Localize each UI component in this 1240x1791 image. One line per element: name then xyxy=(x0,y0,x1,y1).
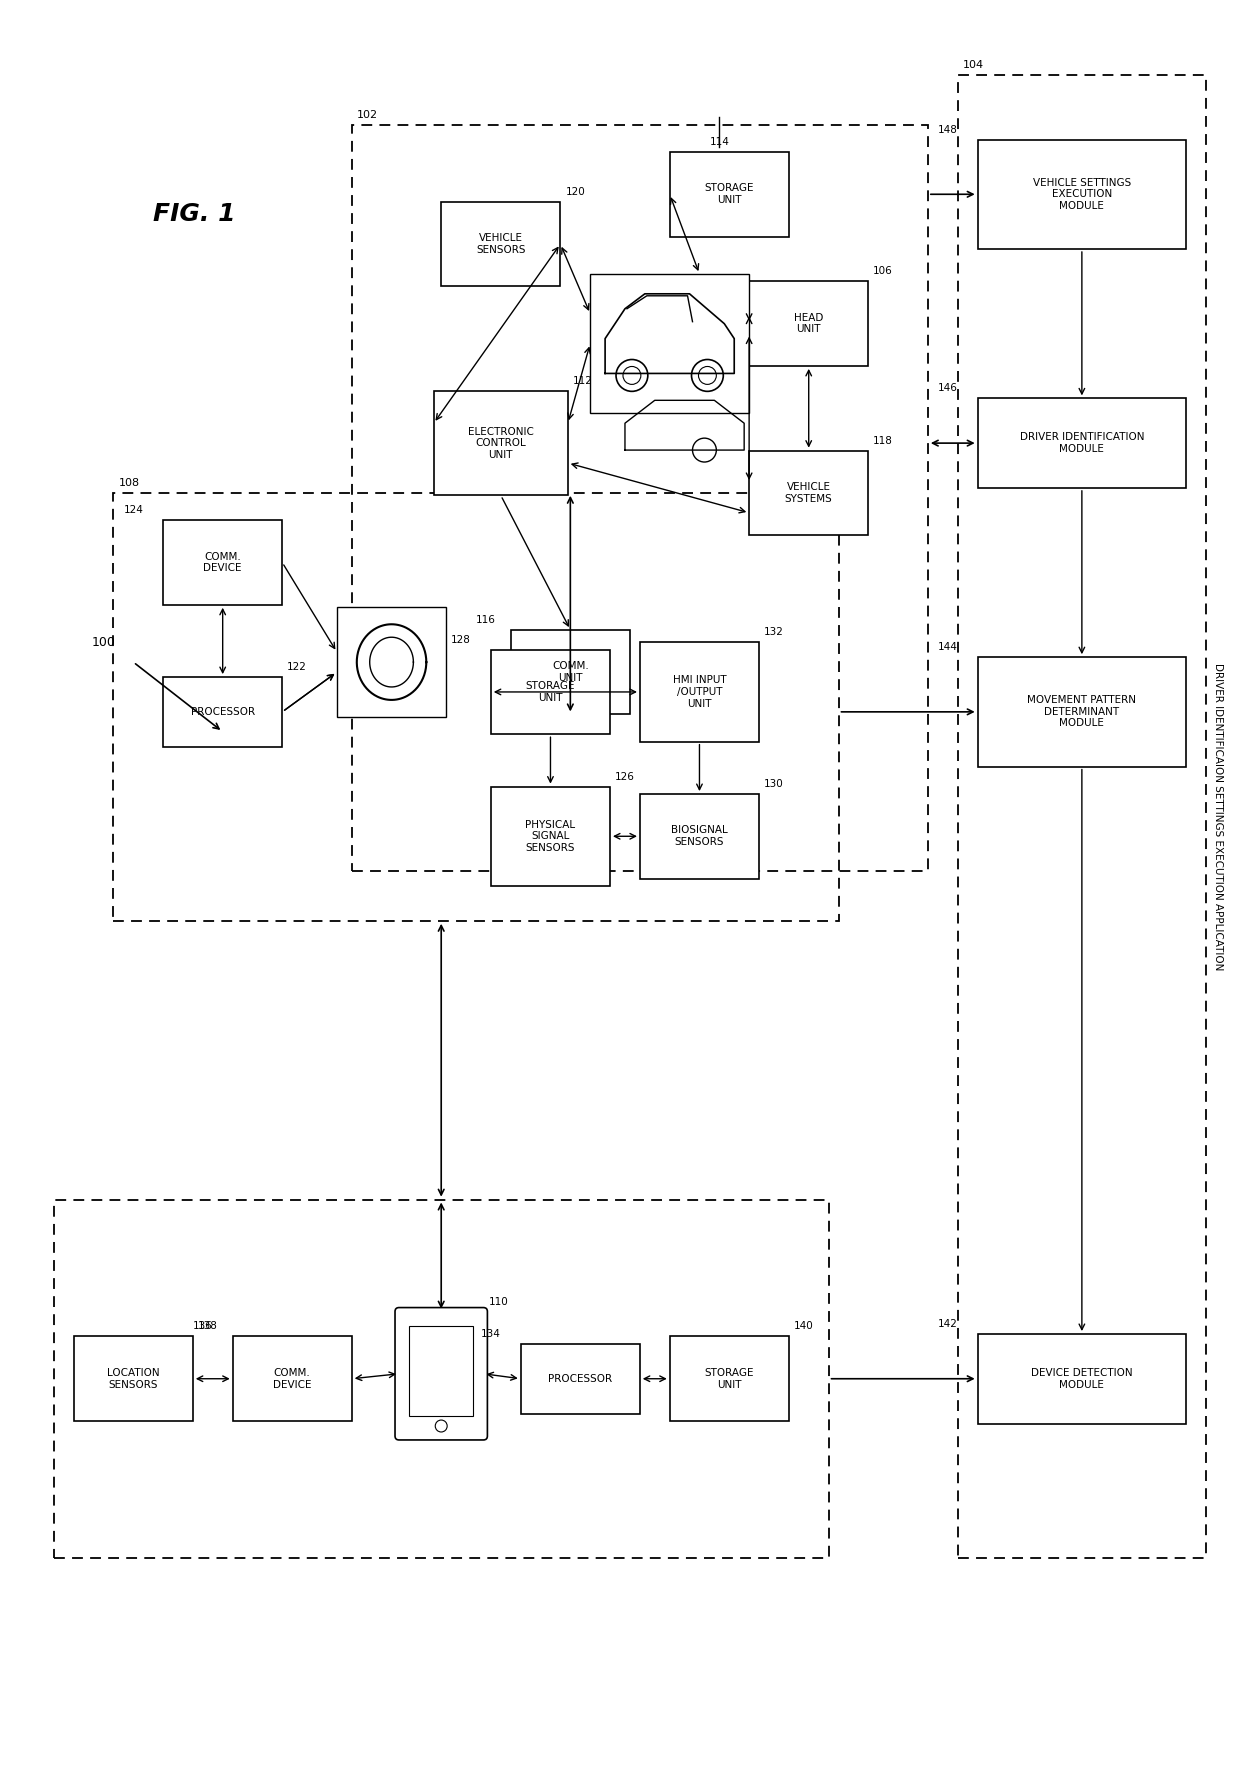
Bar xyxy=(73,1336,193,1420)
Bar xyxy=(164,519,283,605)
FancyBboxPatch shape xyxy=(396,1307,487,1440)
Bar xyxy=(590,274,749,414)
Text: 144: 144 xyxy=(937,643,957,652)
Text: HEAD
UNIT: HEAD UNIT xyxy=(794,313,823,335)
Text: LOCATION
SENSORS: LOCATION SENSORS xyxy=(107,1368,160,1390)
Text: PROCESSOR: PROCESSOR xyxy=(191,707,254,716)
Text: 146: 146 xyxy=(937,383,957,394)
Text: COMM.
UNIT: COMM. UNIT xyxy=(552,661,589,682)
Bar xyxy=(977,140,1187,249)
Text: VEHICLE SETTINGS
EXECUTION
MODULE: VEHICLE SETTINGS EXECUTION MODULE xyxy=(1033,177,1131,211)
Bar xyxy=(434,390,568,496)
Bar xyxy=(957,75,1207,1558)
Text: 116: 116 xyxy=(476,614,496,625)
Bar xyxy=(441,202,560,287)
Text: 138: 138 xyxy=(198,1322,218,1331)
Text: MOVEMENT PATTERN
DETERMINANT
MODULE: MOVEMENT PATTERN DETERMINANT MODULE xyxy=(1028,695,1136,729)
Text: COMM.
DEVICE: COMM. DEVICE xyxy=(273,1368,311,1390)
Bar xyxy=(233,1336,352,1420)
Bar xyxy=(521,1343,640,1413)
Text: 100: 100 xyxy=(92,636,115,648)
Text: 108: 108 xyxy=(118,478,140,487)
Text: 134: 134 xyxy=(481,1329,501,1340)
Bar xyxy=(749,281,868,365)
Text: 110: 110 xyxy=(489,1297,508,1307)
Text: 122: 122 xyxy=(288,663,308,672)
Text: 106: 106 xyxy=(873,267,893,276)
Text: VEHICLE
SENSORS: VEHICLE SENSORS xyxy=(476,233,526,254)
Text: STORAGE
UNIT: STORAGE UNIT xyxy=(704,183,754,206)
Text: 136: 136 xyxy=(193,1322,213,1331)
Bar xyxy=(511,630,630,715)
Bar xyxy=(670,1336,789,1420)
Bar xyxy=(977,1334,1187,1424)
Bar xyxy=(164,677,283,747)
Text: FIG. 1: FIG. 1 xyxy=(154,202,236,226)
Bar xyxy=(409,1327,474,1417)
Text: BIOSIGNAL
SENSORS: BIOSIGNAL SENSORS xyxy=(671,826,728,847)
Text: 104: 104 xyxy=(962,59,983,70)
Text: PHYSICAL
SIGNAL
SENSORS: PHYSICAL SIGNAL SENSORS xyxy=(526,820,575,853)
Text: STORAGE
UNIT: STORAGE UNIT xyxy=(704,1368,754,1390)
Text: 132: 132 xyxy=(764,627,784,638)
Bar xyxy=(491,786,610,887)
Text: 126: 126 xyxy=(615,772,635,781)
Text: DRIVER IDENTIFICAION SETTINGS EXECUTION APPLICATION: DRIVER IDENTIFICAION SETTINGS EXECUTION … xyxy=(1213,663,1223,971)
Bar xyxy=(749,451,868,536)
Bar xyxy=(640,643,759,741)
Text: 128: 128 xyxy=(451,634,471,645)
Bar xyxy=(113,493,838,921)
Text: STORAGE
UNIT: STORAGE UNIT xyxy=(526,681,575,702)
Bar xyxy=(977,657,1187,767)
Bar xyxy=(977,398,1187,487)
Text: ELECTRONIC
CONTROL
UNIT: ELECTRONIC CONTROL UNIT xyxy=(467,426,533,460)
Text: 120: 120 xyxy=(565,186,585,197)
Bar xyxy=(670,152,789,236)
Text: 114: 114 xyxy=(709,136,729,147)
Bar xyxy=(640,793,759,879)
Text: 140: 140 xyxy=(794,1322,813,1331)
Bar xyxy=(491,650,610,734)
Text: 148: 148 xyxy=(937,125,957,134)
Text: 130: 130 xyxy=(764,779,784,790)
Text: 118: 118 xyxy=(873,435,893,446)
Text: 124: 124 xyxy=(123,505,144,516)
Text: DEVICE DETECTION
MODULE: DEVICE DETECTION MODULE xyxy=(1032,1368,1132,1390)
Text: DRIVER IDENTIFICATION
MODULE: DRIVER IDENTIFICATION MODULE xyxy=(1019,432,1145,453)
Text: 142: 142 xyxy=(937,1318,957,1329)
Bar xyxy=(337,607,446,716)
Text: COMM.
DEVICE: COMM. DEVICE xyxy=(203,552,242,573)
Text: VEHICLE
SYSTEMS: VEHICLE SYSTEMS xyxy=(785,482,832,503)
Text: 112: 112 xyxy=(573,376,593,385)
Bar xyxy=(352,125,928,870)
Text: 102: 102 xyxy=(357,109,378,120)
Text: HMI INPUT
/OUTPUT
UNIT: HMI INPUT /OUTPUT UNIT xyxy=(672,675,727,709)
Bar xyxy=(53,1200,828,1558)
Text: PROCESSOR: PROCESSOR xyxy=(548,1374,613,1384)
